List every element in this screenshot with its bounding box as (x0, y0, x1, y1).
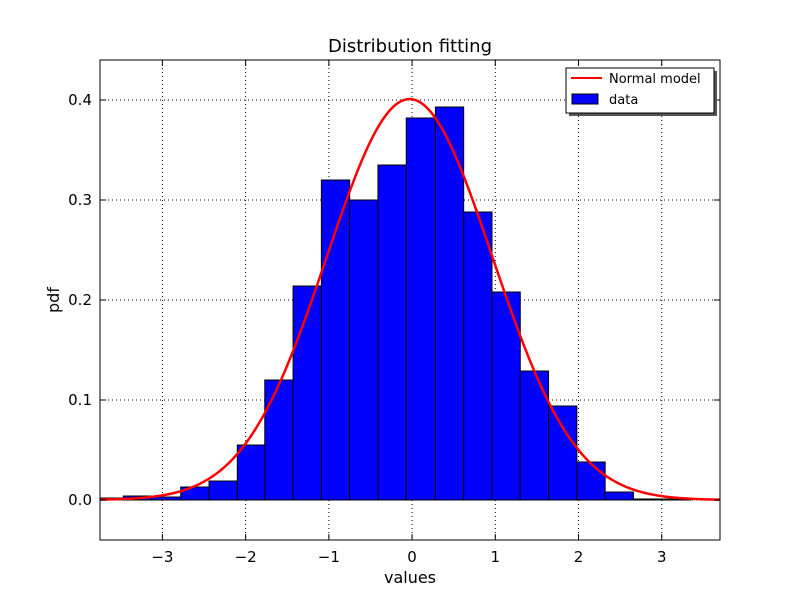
chart-title: Distribution fitting (328, 36, 492, 57)
histogram-bar (632, 498, 663, 501)
x-axis-label: values (384, 568, 436, 587)
histogram-bar (349, 199, 379, 501)
legend: Normal model data (565, 67, 717, 116)
histogram-bar (576, 461, 606, 501)
legend-label-normal-model: Normal model (609, 72, 701, 87)
histogram-bar (548, 405, 578, 501)
x-tick-label: −2 (235, 548, 257, 566)
legend-label-data: data (609, 93, 638, 108)
normal-model-curve (99, 97, 721, 501)
x-tick-label: 3 (657, 548, 667, 566)
histogram-bar (208, 480, 238, 501)
histogram-bar (519, 370, 550, 501)
y-tick-label: 0.4 (68, 91, 92, 109)
x-tick-label: 1 (491, 548, 501, 566)
histogram-bar (604, 491, 634, 501)
histogram-bar (264, 379, 294, 501)
histogram-bar (463, 211, 493, 501)
legend-box (565, 67, 715, 114)
histogram-bar (434, 106, 465, 501)
legend-bar-swatch (571, 93, 599, 105)
histogram-bar (405, 117, 436, 501)
histogram-bars (99, 106, 692, 501)
histogram-bar (292, 285, 322, 501)
y-tick-label: 0.3 (68, 191, 92, 209)
x-tick-label: 2 (574, 548, 584, 566)
y-tick-label: 0.0 (68, 491, 92, 509)
y-axis-label: pdf (44, 287, 63, 313)
y-tick-label: 0.1 (68, 391, 92, 409)
histogram-bar (377, 164, 407, 501)
y-tick-label: 0.2 (68, 291, 92, 309)
normal-model-curve-group (99, 97, 721, 501)
histogram-bar (236, 444, 266, 501)
x-tick-label: −1 (318, 548, 340, 566)
x-tick-label: 0 (407, 548, 417, 566)
x-tick-label: −3 (151, 548, 173, 566)
